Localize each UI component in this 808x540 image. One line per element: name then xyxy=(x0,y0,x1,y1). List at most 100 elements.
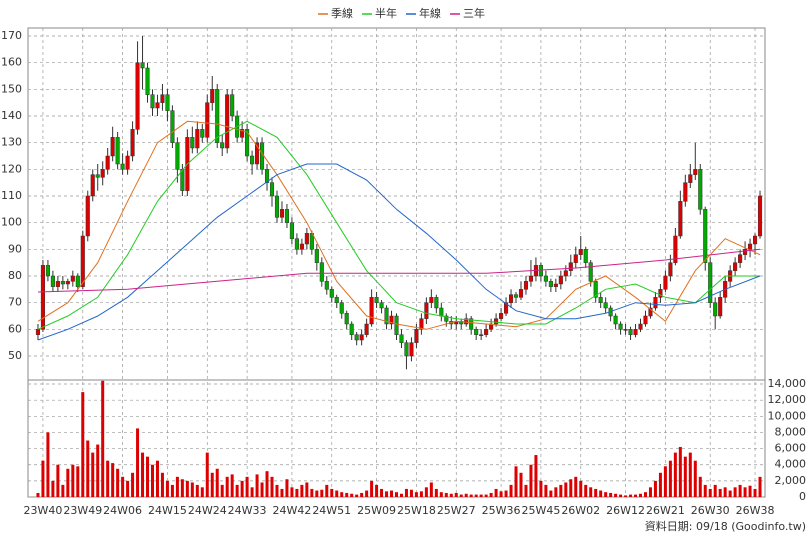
volume-bar xyxy=(310,488,314,497)
candle-body xyxy=(215,89,220,143)
volume-bar xyxy=(713,484,717,497)
candle-body xyxy=(110,137,115,157)
volume-bar xyxy=(569,479,573,497)
y2-tick-label: 4,000 xyxy=(775,458,807,471)
volume-bar xyxy=(678,446,682,497)
volume-bar xyxy=(370,480,374,497)
y2-tick-label: 0 xyxy=(799,490,806,503)
candle-body xyxy=(374,297,379,303)
volume-bar xyxy=(285,479,289,497)
volume-bar xyxy=(300,484,304,497)
candle-body xyxy=(349,323,354,335)
volume-bar xyxy=(469,494,473,497)
x-tick-label: 25W36 xyxy=(482,504,521,517)
candle-body xyxy=(145,67,150,95)
y2-tick-label: 8,000 xyxy=(775,425,807,438)
candle-body xyxy=(384,307,389,325)
legend-label: 年線 xyxy=(419,6,441,20)
y-tick-label: 160 xyxy=(1,56,22,69)
candle-body xyxy=(683,182,688,202)
candle-body xyxy=(155,102,160,109)
volume-bar xyxy=(150,464,154,497)
candle-body xyxy=(225,94,230,149)
volume-bar xyxy=(683,456,687,497)
ma-line xyxy=(37,163,761,341)
candle-body xyxy=(688,174,693,183)
volume-bar xyxy=(265,471,269,497)
volume-bar xyxy=(250,487,254,497)
candle-body xyxy=(240,129,245,138)
candle-body xyxy=(329,289,334,298)
y2-tick-label: 12,000 xyxy=(768,393,807,406)
volume-bar xyxy=(136,428,140,497)
volume-bar xyxy=(270,476,274,497)
y-tick-label: 170 xyxy=(1,29,22,42)
candle-body xyxy=(245,129,250,157)
volume-bar xyxy=(514,466,518,497)
candle-body xyxy=(379,302,384,309)
candle-body xyxy=(95,174,100,178)
candle-body xyxy=(583,249,588,263)
volume-bar xyxy=(534,455,538,497)
volume-bar xyxy=(634,494,638,497)
candle-body xyxy=(190,137,195,149)
candle-body xyxy=(105,155,110,170)
volume-bar xyxy=(36,492,40,497)
candle-body xyxy=(543,275,548,282)
volume-bar xyxy=(390,490,394,497)
volume-bar xyxy=(61,484,65,497)
ma-line xyxy=(37,120,760,330)
x-tick-label: 26W21 xyxy=(646,504,685,517)
x-tick-label: 24W51 xyxy=(312,504,351,517)
candle-body xyxy=(638,323,643,330)
candle-body xyxy=(444,315,449,322)
candle-body xyxy=(389,315,394,325)
volume-bar xyxy=(494,488,498,497)
footer: 資料日期: 09/18 (Goodinfo.tw) xyxy=(645,519,806,533)
volume-bar xyxy=(639,493,643,497)
candle-body xyxy=(314,249,319,263)
candle-body xyxy=(180,169,185,191)
volume-bar xyxy=(51,480,55,497)
volume-bar xyxy=(350,493,354,497)
volume-bar xyxy=(106,460,110,497)
volume-bar xyxy=(365,490,369,497)
candle-body xyxy=(175,142,180,170)
candle-body xyxy=(738,254,743,263)
volume-bar xyxy=(434,488,438,497)
volume-bar xyxy=(305,482,309,497)
volume-bar xyxy=(385,491,389,497)
candle-body xyxy=(757,195,763,237)
candle-body xyxy=(409,342,414,357)
volume-bar xyxy=(619,494,623,497)
volume-bar xyxy=(549,490,553,497)
volume-bar xyxy=(609,492,613,497)
candle-body xyxy=(718,297,723,317)
candle-body xyxy=(588,262,593,282)
volume-bar xyxy=(723,487,727,497)
volume-bar xyxy=(315,490,319,497)
volume-bar xyxy=(484,494,488,497)
volume-bar xyxy=(290,487,294,497)
volume-bar xyxy=(126,480,130,497)
volume-bar xyxy=(474,494,478,497)
volume-bar xyxy=(489,492,493,497)
x-tick-label: 26W38 xyxy=(736,504,775,517)
volume-bar xyxy=(205,452,209,497)
candle-body xyxy=(553,283,558,287)
candle-body xyxy=(160,94,165,103)
candle-body xyxy=(195,129,200,149)
volume-bar xyxy=(320,489,324,497)
candle-body xyxy=(170,110,175,143)
candle-body xyxy=(210,89,215,103)
candle-body xyxy=(558,275,563,285)
volume-bar xyxy=(594,488,598,497)
candle-body xyxy=(250,155,255,165)
volume-bar xyxy=(56,464,60,497)
candle-body xyxy=(628,329,633,335)
x-tick-label: 24W24 xyxy=(188,504,227,517)
volume-bar xyxy=(185,480,189,497)
candle-body xyxy=(748,243,753,250)
volume-bar xyxy=(160,472,164,497)
volume-bar xyxy=(629,494,633,497)
